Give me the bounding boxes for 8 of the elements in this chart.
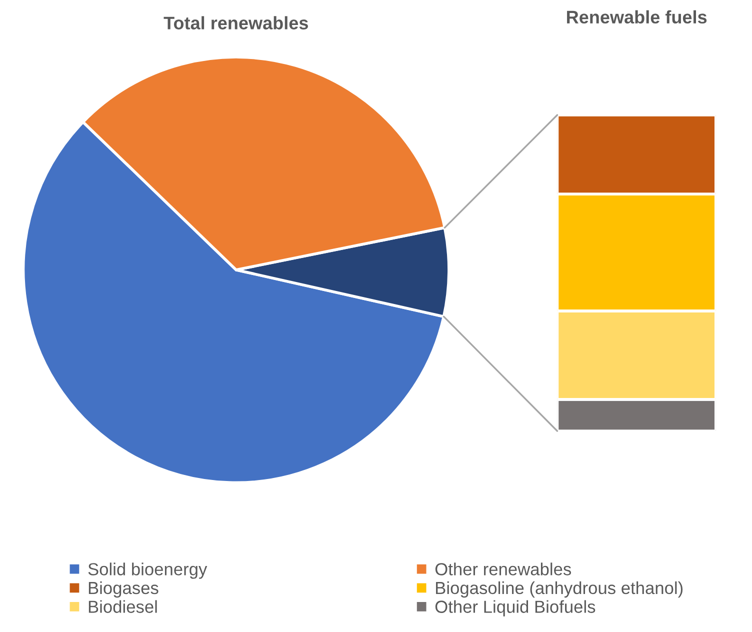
- legend-label: Solid bioenergy: [88, 562, 208, 579]
- legend-label: Biodiesel: [88, 600, 157, 613]
- chart-title: Renewable fuels: [567, 10, 707, 24]
- chart-title: Total renewables: [164, 16, 308, 30]
- legend-label: Other renewables: [435, 562, 572, 576]
- legend-label: Other Liquid Biofuels: [435, 600, 596, 616]
- legend-label: Biogasoline (anhydrous ethanol): [436, 581, 683, 598]
- legend-label: Biogases: [88, 581, 158, 598]
